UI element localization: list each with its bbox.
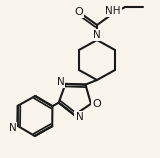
Text: O: O [75,7,83,17]
Text: N: N [9,123,16,133]
Text: N: N [57,77,64,87]
Text: N: N [93,30,101,40]
Text: N: N [76,112,83,122]
Text: O: O [93,99,101,109]
Text: NH: NH [105,6,121,16]
